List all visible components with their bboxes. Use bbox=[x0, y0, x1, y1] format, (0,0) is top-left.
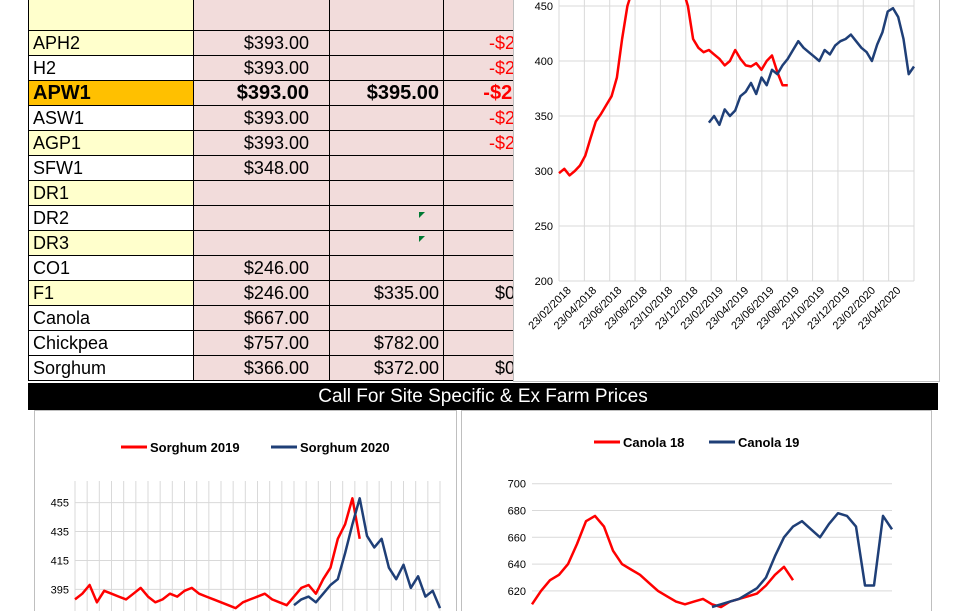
y-tick-label: 200 bbox=[535, 276, 553, 288]
price-cell: $393.00 bbox=[193, 105, 330, 131]
price-cell: $366.00 bbox=[193, 355, 330, 381]
grade-cell bbox=[28, 0, 194, 31]
canola-price-chart: 620 640 660 680 700 Canola 18 Canola 19 bbox=[461, 410, 932, 611]
y-tick-label: 660 bbox=[508, 532, 526, 544]
table-row: ASW1$393.00-$2.00 bbox=[28, 105, 561, 131]
y-tick-label: 415 bbox=[51, 555, 69, 567]
y-tick-label: 640 bbox=[508, 559, 526, 571]
canola-chart-svg: 620 640 660 680 700 Canola 18 Canola 19 bbox=[508, 435, 894, 609]
table-row: Chickpea $757.00 $782.00 bbox=[28, 330, 561, 356]
comment-marker-icon bbox=[419, 212, 425, 218]
legend-label: Sorghum 2020 bbox=[300, 440, 390, 455]
grade-cell: F1 bbox=[28, 280, 194, 306]
price-cell: $393.00 bbox=[193, 130, 330, 156]
table-row: DR1 bbox=[28, 180, 561, 206]
y-tick-label: 700 bbox=[508, 479, 526, 491]
y-tick-label: 680 bbox=[508, 506, 526, 518]
price-col2-cell bbox=[329, 230, 444, 256]
price-col2-cell bbox=[329, 180, 444, 206]
price-cell: $393.00 bbox=[193, 55, 330, 81]
grade-cell: DR1 bbox=[28, 180, 194, 206]
price-col2-cell bbox=[329, 255, 444, 281]
grade-cell: APH2 bbox=[28, 30, 194, 56]
series-line-0 bbox=[74, 497, 361, 610]
price-cell bbox=[193, 0, 330, 31]
price-cell: $757.00 bbox=[193, 330, 330, 356]
table-row: APH2$393.00-$2.00 bbox=[28, 30, 561, 56]
series-line-1 bbox=[707, 6, 916, 127]
table-row: CO1 $246.00 bbox=[28, 255, 561, 281]
legend-label: Sorghum 2019 bbox=[150, 440, 240, 455]
price-cell: $246.00 bbox=[193, 280, 330, 306]
price-col2-cell bbox=[329, 105, 444, 131]
table-row: AGP1$393.00-$2.00 bbox=[28, 130, 561, 156]
table-row: SFW1 $348.00 bbox=[28, 155, 561, 181]
y-tick-label: 250 bbox=[535, 221, 553, 233]
price-col2-cell bbox=[329, 205, 444, 231]
grade-cell: H2 bbox=[28, 55, 194, 81]
grade-cell: AGP1 bbox=[28, 130, 194, 156]
price-col2-cell bbox=[329, 55, 444, 81]
price-col2-cell: $782.00 bbox=[329, 330, 444, 356]
y-tick-label: 395 bbox=[51, 584, 69, 596]
table-row: Sorghum$366.00$372.00$0.00 bbox=[28, 355, 561, 381]
table-row: DR2 bbox=[28, 205, 561, 231]
price-cell bbox=[193, 230, 330, 256]
series-line-1 bbox=[711, 511, 894, 609]
sorghum-chart-svg: 395 415 435 455 Sorghum 2019 Sorghum 2020 bbox=[51, 440, 442, 611]
price-col2-cell bbox=[329, 305, 444, 331]
series-line-0 bbox=[530, 514, 795, 609]
grade-cell: Canola bbox=[28, 305, 194, 331]
price-col2-cell bbox=[329, 130, 444, 156]
legend-label: Canola 18 bbox=[623, 435, 684, 450]
price-col2-cell: $395.00 bbox=[329, 80, 444, 106]
price-cell: $393.00 bbox=[193, 30, 330, 56]
table-row: H2$393.00-$2.00 bbox=[28, 55, 561, 81]
price-cell bbox=[193, 180, 330, 206]
grade-cell: APW1 bbox=[28, 80, 194, 106]
grade-cell: CO1 bbox=[28, 255, 194, 281]
y-tick-label: 350 bbox=[535, 111, 553, 123]
grade-cell: Chickpea bbox=[28, 330, 194, 356]
price-col2-cell: $372.00 bbox=[329, 355, 444, 381]
series-line-1 bbox=[293, 497, 442, 609]
call-for-prices-banner: Call For Site Specific & Ex Farm Prices bbox=[28, 383, 938, 410]
y-tick-label: 435 bbox=[51, 527, 69, 539]
series-line-0 bbox=[558, 0, 788, 177]
comment-marker-icon bbox=[419, 236, 425, 242]
wheat-price-chart-svg: 20025030035040045023/02/201823/04/201823… bbox=[526, 0, 916, 332]
y-tick-label: 620 bbox=[508, 586, 526, 598]
sorghum-price-chart: 395 415 435 455 Sorghum 2019 Sorghum 2020 bbox=[34, 410, 457, 611]
price-cell: $348.00 bbox=[193, 155, 330, 181]
table-row: APW1 $393.00 $395.00 -$2.00 bbox=[28, 80, 561, 106]
price-cell: $246.00 bbox=[193, 255, 330, 281]
grade-cell: DR2 bbox=[28, 205, 194, 231]
price-table-body: APH2$393.00-$2.00H2$393.00-$2.00APW1$393… bbox=[28, 0, 561, 381]
price-col2-cell: $335.00 bbox=[329, 280, 444, 306]
y-tick-label: 455 bbox=[51, 498, 69, 510]
price-cell bbox=[193, 205, 330, 231]
legend-label: Canola 19 bbox=[738, 435, 799, 450]
grade-cell: SFW1 bbox=[28, 155, 194, 181]
table-row: DR3 bbox=[28, 230, 561, 256]
grade-cell: ASW1 bbox=[28, 105, 194, 131]
grade-cell: Sorghum bbox=[28, 355, 194, 381]
table-row: F1$246.00$335.00$0.00 bbox=[28, 280, 561, 306]
table-row bbox=[28, 0, 561, 31]
price-col2-cell bbox=[329, 0, 444, 31]
price-cell: $393.00 bbox=[193, 80, 330, 106]
wheat-price-history-chart: 200 250 300 350 400 450 23/02/2018 23/04/2018 23… bbox=[513, 0, 940, 382]
table-row: Canola $667.00 bbox=[28, 305, 561, 331]
price-cell: $667.00 bbox=[193, 305, 330, 331]
price-col2-cell bbox=[329, 30, 444, 56]
grade-cell: DR3 bbox=[28, 230, 194, 256]
y-tick-label: 300 bbox=[535, 166, 553, 178]
y-tick-label: 450 bbox=[535, 1, 553, 13]
price-col2-cell bbox=[329, 155, 444, 181]
grain-price-table: APH2$393.00-$2.00H2$393.00-$2.00APW1$393… bbox=[28, 0, 561, 381]
y-tick-label: 400 bbox=[535, 56, 553, 68]
